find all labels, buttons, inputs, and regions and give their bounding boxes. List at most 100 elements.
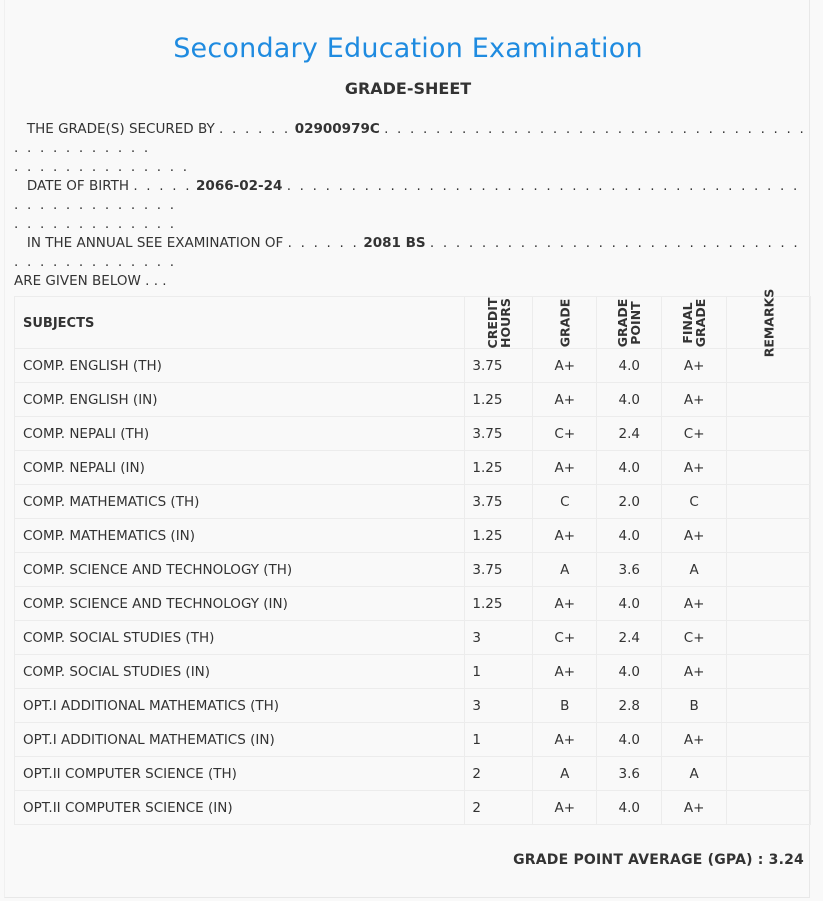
grade-point-cell: 3.6	[596, 552, 663, 587]
credit-hours-cell: 1	[464, 654, 534, 689]
table-row: COMP. MATHEMATICS (IN) 1.25 A+ 4.0 A+	[13, 518, 811, 553]
credit-hours-cell: 1.25	[464, 382, 534, 417]
final-grade-cell: A+	[661, 518, 728, 553]
gpa-label: GRADE POINT AVERAGE (GPA) :	[513, 852, 764, 868]
remarks-cell	[726, 552, 811, 587]
header-credit-hours: CREDIT HOURS	[464, 296, 534, 349]
page-subtitle: GRADE-SHEET	[344, 79, 472, 98]
grade-cell: A+	[532, 790, 598, 825]
remarks-cell	[726, 450, 811, 485]
remarks-cell	[726, 382, 811, 417]
grade-cell: A	[532, 552, 598, 587]
exam-suffix: ARE GIVEN BELOW . . .	[14, 273, 167, 289]
credit-hours-cell: 3.75	[464, 416, 534, 451]
credit-hours-cell: 1.25	[464, 450, 534, 485]
gpa-summary: GRADE POINT AVERAGE (GPA) : 3.24	[513, 852, 804, 868]
subject-cell: COMP. NEPALI (IN)	[13, 450, 466, 485]
grade-point-cell: 4.0	[596, 722, 663, 757]
remarks-cell	[726, 348, 811, 383]
exam-line: IN THE ANNUAL SEE EXAMINATION OF . . . .…	[14, 235, 800, 289]
symbol-number: 02900979C	[294, 121, 380, 137]
secured-by-label: THE GRADE(S) SECURED BY	[26, 121, 215, 137]
remarks-cell	[726, 688, 811, 723]
table-row: COMP. NEPALI (TH) 3.75 C+ 2.4 C+	[13, 416, 811, 451]
grade-point-cell: 3.6	[596, 756, 663, 791]
table-header-row: SUBJECTS CREDIT HOURS GRADE GRADE POINT …	[13, 289, 811, 357]
table-row: OPT.II COMPUTER SCIENCE (TH) 2 A 3.6 A	[13, 756, 811, 791]
grade-point-cell: 2.4	[596, 620, 663, 655]
table-row: COMP. NEPALI (IN) 1.25 A+ 4.0 A+	[13, 450, 811, 485]
grade-point-cell: 4.0	[596, 790, 663, 825]
grade-table: SUBJECTS CREDIT HOURS GRADE GRADE POINT …	[13, 289, 811, 825]
final-grade-cell: A+	[661, 654, 728, 689]
table-row: COMP. SOCIAL STUDIES (IN) 1 A+ 4.0 A+	[13, 654, 811, 689]
subject-cell: COMP. ENGLISH (TH)	[13, 348, 466, 383]
grade-point-cell: 2.0	[596, 484, 663, 519]
final-grade-cell: A+	[661, 450, 728, 485]
header-final-grade: FINAL GRADE	[661, 296, 728, 349]
final-grade-cell: A+	[661, 722, 728, 757]
final-grade-cell: C	[661, 484, 728, 519]
subject-cell: COMP. SCIENCE AND TECHNOLOGY (IN)	[13, 586, 466, 621]
remarks-cell	[726, 620, 811, 655]
subject-cell: COMP. SOCIAL STUDIES (IN)	[13, 654, 466, 689]
subject-cell: COMP. NEPALI (TH)	[13, 416, 466, 451]
table-row: OPT.II COMPUTER SCIENCE (IN) 2 A+ 4.0 A+	[13, 790, 811, 825]
header-grade-point: GRADE POINT	[596, 296, 663, 349]
credit-hours-cell: 1	[464, 722, 534, 757]
grade-point-cell: 2.4	[596, 416, 663, 451]
gpa-value: 3.24	[768, 852, 804, 868]
table-row: COMP. MATHEMATICS (TH) 3.75 C 2.0 C	[13, 484, 811, 519]
subject-cell: OPT.II COMPUTER SCIENCE (IN)	[13, 790, 466, 825]
grade-cell: C+	[532, 620, 598, 655]
table-row: COMP. SCIENCE AND TECHNOLOGY (IN) 1.25 A+ 4…	[13, 586, 811, 621]
credit-hours-cell: 3.75	[464, 552, 534, 587]
dob-label: DATE OF BIRTH	[26, 178, 130, 194]
subject-cell: COMP. MATHEMATICS (IN)	[13, 518, 466, 553]
remarks-cell	[726, 518, 811, 553]
header-remarks: REMARKS	[726, 289, 811, 357]
exam-year: 2081 BS	[363, 235, 426, 251]
credit-hours-cell: 2	[464, 756, 534, 791]
credit-hours-cell: 3.75	[464, 348, 534, 383]
grade-cell: A	[532, 756, 598, 791]
grade-point-cell: 4.0	[596, 518, 663, 553]
credit-hours-cell: 1.25	[464, 518, 534, 553]
subject-cell: COMP. SCIENCE AND TECHNOLOGY (TH)	[13, 552, 466, 587]
subject-cell: OPT.I ADDITIONAL MATHEMATICS (TH)	[13, 688, 466, 723]
remarks-cell	[726, 654, 811, 689]
table-row: OPT.I ADDITIONAL MATHEMATICS (IN) 1 A+ 4.0 A…	[13, 722, 811, 757]
remarks-cell	[726, 484, 811, 519]
subject-cell: OPT.II COMPUTER SCIENCE (TH)	[13, 756, 466, 791]
final-grade-cell: A+	[661, 790, 728, 825]
header-grade: GRADE	[532, 296, 598, 349]
credit-hours-cell: 2	[464, 790, 534, 825]
credit-hours-cell: 3.75	[464, 484, 534, 519]
grade-cell: A+	[532, 654, 598, 689]
secured-by-line: THE GRADE(S) SECURED BY . . . . . . 0290…	[14, 121, 807, 175]
grade-cell: A+	[532, 586, 598, 621]
grade-point-cell: 4.0	[596, 382, 663, 417]
credit-hours-cell: 1.25	[464, 586, 534, 621]
final-grade-cell: C+	[661, 620, 728, 655]
table-row: COMP. SOCIAL STUDIES (TH) 3 C+ 2.4 C+	[13, 620, 811, 655]
grade-cell: A+	[532, 722, 598, 757]
dob-value: 2066-02-24	[196, 178, 283, 194]
final-grade-cell: B	[661, 688, 728, 723]
grade-cell: B	[532, 688, 598, 723]
remarks-cell	[726, 416, 811, 451]
credit-hours-cell: 3	[464, 620, 534, 655]
grade-point-cell: 4.0	[596, 586, 663, 621]
final-grade-cell: A	[661, 552, 728, 587]
final-grade-cell: A	[661, 756, 728, 791]
page-title: Secondary Education Examination	[173, 33, 643, 64]
subject-cell: COMP. ENGLISH (IN)	[13, 382, 466, 417]
final-grade-cell: A+	[661, 586, 728, 621]
grade-cell: A+	[532, 518, 598, 553]
table-row: COMP. ENGLISH (TH) 3.75 A+ 4.0 A+	[13, 348, 811, 383]
credit-hours-cell: 3	[464, 688, 534, 723]
table-row: COMP. ENGLISH (IN) 1.25 A+ 4.0 A+	[13, 382, 811, 417]
remarks-cell	[726, 722, 811, 757]
table-row: OPT.I ADDITIONAL MATHEMATICS (TH) 3 B 2.8 B	[13, 688, 811, 723]
grade-cell: A+	[532, 382, 598, 417]
